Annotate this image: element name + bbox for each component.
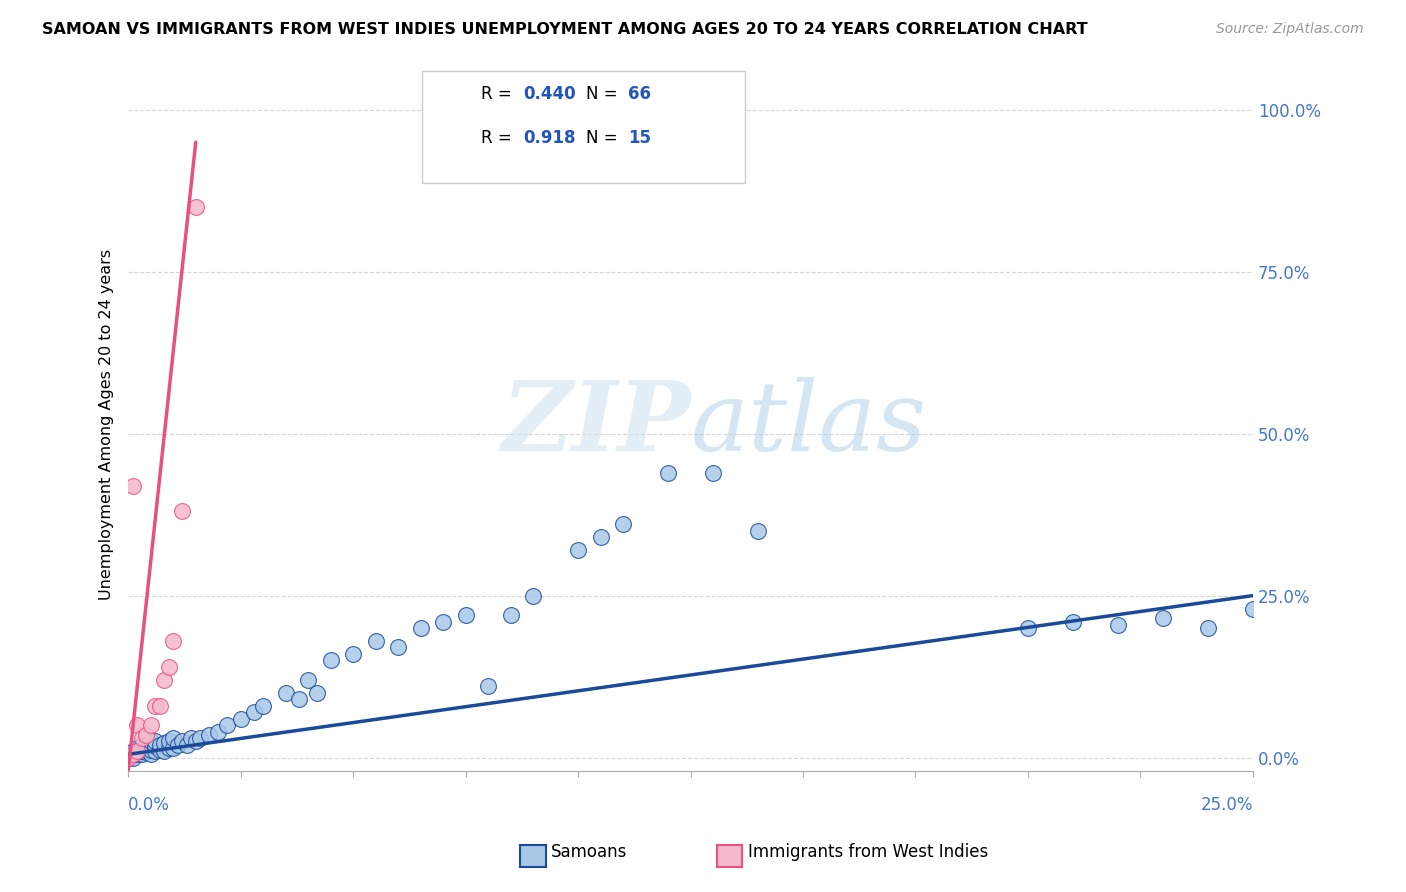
Point <box>166 738 188 752</box>
Point <box>307 686 329 700</box>
Text: 66: 66 <box>628 85 651 103</box>
Point <box>217 718 239 732</box>
Point <box>1152 611 1174 625</box>
Point <box>342 647 364 661</box>
Point <box>243 705 266 719</box>
Point <box>657 466 679 480</box>
Point <box>172 734 194 748</box>
Point <box>409 621 432 635</box>
Point <box>1241 601 1264 615</box>
Point <box>252 698 274 713</box>
Point <box>207 724 229 739</box>
Point <box>229 712 252 726</box>
Point <box>589 530 612 544</box>
Point <box>1017 621 1039 635</box>
Point <box>612 517 634 532</box>
Point <box>127 744 149 758</box>
Point <box>121 478 143 492</box>
Point <box>153 744 176 758</box>
Point <box>117 750 139 764</box>
Text: ZIP: ZIP <box>501 377 690 471</box>
Point <box>176 738 198 752</box>
Point <box>477 679 499 693</box>
Text: R =: R = <box>481 129 517 147</box>
Point <box>162 634 184 648</box>
Point <box>274 686 297 700</box>
Point <box>198 728 221 742</box>
Y-axis label: Unemployment Among Ages 20 to 24 years: Unemployment Among Ages 20 to 24 years <box>100 248 114 599</box>
Text: Source: ZipAtlas.com: Source: ZipAtlas.com <box>1216 22 1364 37</box>
Point <box>499 608 522 623</box>
Point <box>127 740 149 755</box>
Point <box>184 734 207 748</box>
Point <box>149 698 172 713</box>
Point <box>131 731 153 745</box>
Text: 0.918: 0.918 <box>523 129 575 147</box>
Point <box>121 747 143 762</box>
Point <box>184 200 207 214</box>
Point <box>172 504 194 518</box>
Point <box>131 747 153 762</box>
Point <box>117 747 139 762</box>
Point <box>139 747 162 762</box>
Point <box>1062 615 1084 629</box>
Point <box>127 718 149 732</box>
Text: Immigrants from West Indies: Immigrants from West Indies <box>748 843 988 861</box>
Point <box>387 640 409 655</box>
Point <box>149 738 172 752</box>
Point <box>1197 621 1219 635</box>
Point <box>188 731 211 745</box>
Point <box>135 738 157 752</box>
Text: R =: R = <box>481 85 517 103</box>
Point <box>143 698 166 713</box>
Point <box>702 466 724 480</box>
Point <box>139 743 162 757</box>
Point <box>135 728 157 742</box>
Point <box>117 750 139 764</box>
Text: N =: N = <box>586 129 623 147</box>
Text: 15: 15 <box>628 129 651 147</box>
Text: atlas: atlas <box>690 377 927 471</box>
Point <box>157 734 180 748</box>
Point <box>131 738 153 752</box>
Point <box>153 736 176 750</box>
Text: 0.0%: 0.0% <box>128 797 170 814</box>
Point <box>162 740 184 755</box>
Point <box>149 743 172 757</box>
Point <box>153 673 176 687</box>
Point <box>157 660 180 674</box>
Point <box>127 744 149 758</box>
Point <box>143 739 166 753</box>
Point <box>364 634 387 648</box>
Point <box>288 692 311 706</box>
Text: SAMOAN VS IMMIGRANTS FROM WEST INDIES UNEMPLOYMENT AMONG AGES 20 TO 24 YEARS COR: SAMOAN VS IMMIGRANTS FROM WEST INDIES UN… <box>42 22 1088 37</box>
Point <box>131 744 153 758</box>
Point <box>143 744 166 758</box>
Point <box>319 653 342 667</box>
Point <box>180 731 202 745</box>
Point <box>135 743 157 757</box>
Point <box>522 589 544 603</box>
Text: N =: N = <box>586 85 623 103</box>
Point <box>139 734 162 748</box>
Point <box>747 524 769 538</box>
Text: Samoans: Samoans <box>551 843 627 861</box>
Point <box>121 747 143 762</box>
Point <box>454 608 477 623</box>
Point <box>297 673 319 687</box>
Point <box>157 740 180 755</box>
Point <box>162 731 184 745</box>
Point <box>1107 617 1129 632</box>
Text: 25.0%: 25.0% <box>1201 797 1253 814</box>
Point <box>135 745 157 759</box>
Point <box>127 747 149 762</box>
Point <box>121 750 143 764</box>
Text: 0.440: 0.440 <box>523 85 575 103</box>
Point <box>143 734 166 748</box>
Point <box>567 543 589 558</box>
Point <box>432 615 454 629</box>
Point <box>139 718 162 732</box>
Point <box>121 744 143 758</box>
